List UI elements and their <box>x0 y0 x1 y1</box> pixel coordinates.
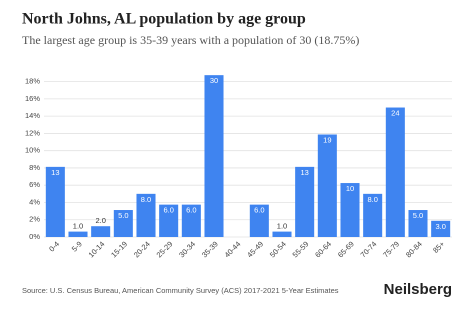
bar <box>408 210 428 237</box>
value-label: 13 <box>51 168 59 177</box>
bar <box>295 166 315 237</box>
y-tick-label: 0% <box>29 232 40 241</box>
bar <box>272 231 292 237</box>
x-tick-label: 20-24 <box>132 239 152 259</box>
value-label: 2.0 <box>95 216 105 225</box>
y-tick-label: 2% <box>29 215 40 224</box>
x-tick-label: 80-84 <box>404 239 424 259</box>
value-label: 1.0 <box>277 222 287 231</box>
chart-subtitle: The largest age group is 35-39 years wit… <box>22 33 359 47</box>
x-tick-label: 30-34 <box>177 239 197 259</box>
x-tick-label: 65-69 <box>336 239 356 259</box>
value-label: 24 <box>391 109 399 118</box>
bar <box>181 204 201 237</box>
bar <box>113 210 133 237</box>
value-label: 6.0 <box>186 206 196 215</box>
x-tick-label: 45-49 <box>245 239 265 259</box>
brand-logo: Neilsberg <box>384 281 452 298</box>
x-tick-label: 35-39 <box>200 239 220 259</box>
bar <box>317 134 337 237</box>
x-tick-label: 10-14 <box>87 239 107 259</box>
y-tick-label: 16% <box>25 94 40 103</box>
bar <box>340 183 360 237</box>
chart-title: North Johns, AL population by age group <box>22 11 306 28</box>
value-label: 5.0 <box>413 211 423 220</box>
y-tick-label: 12% <box>25 128 40 137</box>
value-label: 19 <box>323 135 331 144</box>
value-label: 3.0 <box>435 222 445 231</box>
y-tick-label: 14% <box>25 111 40 120</box>
x-tick-label: 0-4 <box>47 239 61 253</box>
bar <box>385 107 405 238</box>
bar <box>249 204 269 237</box>
value-label: 13 <box>300 168 308 177</box>
value-label: 8.0 <box>367 195 377 204</box>
y-tick-label: 4% <box>29 197 40 206</box>
y-tick-label: 6% <box>29 180 40 189</box>
source: Source: U.S. Census Bureau, American Com… <box>22 286 339 295</box>
bar <box>431 220 451 237</box>
bar <box>363 193 383 237</box>
y-tick-label: 8% <box>29 163 40 172</box>
x-tick-label: 75-79 <box>381 239 401 259</box>
x-tick-label: 70-74 <box>359 239 379 259</box>
value-label: 10 <box>346 184 354 193</box>
value-label: 1.0 <box>73 222 83 231</box>
value-label: 8.0 <box>141 195 151 204</box>
x-tick-label: 85+ <box>431 239 447 255</box>
x-tick-label: 50-54 <box>268 239 288 259</box>
x-tick-label: 40-44 <box>223 239 243 259</box>
bar <box>91 226 111 237</box>
bar <box>159 204 179 237</box>
value-label: 30 <box>210 76 218 85</box>
x-tick-label: 25-29 <box>155 239 175 259</box>
y-tick-label: 18% <box>25 77 40 86</box>
x-tick-label: 60-64 <box>313 239 333 259</box>
value-label: 5.0 <box>118 211 128 220</box>
x-tick-label: 5-9 <box>70 239 84 253</box>
y-tick-label: 10% <box>25 146 40 155</box>
bar <box>68 231 88 237</box>
x-tick-label: 15-19 <box>109 239 129 259</box>
bar <box>45 166 65 237</box>
bar <box>136 193 156 237</box>
value-label: 6.0 <box>163 206 173 215</box>
bar <box>204 75 224 237</box>
x-tick-label: 55-59 <box>291 239 311 259</box>
value-label: 6.0 <box>254 206 264 215</box>
